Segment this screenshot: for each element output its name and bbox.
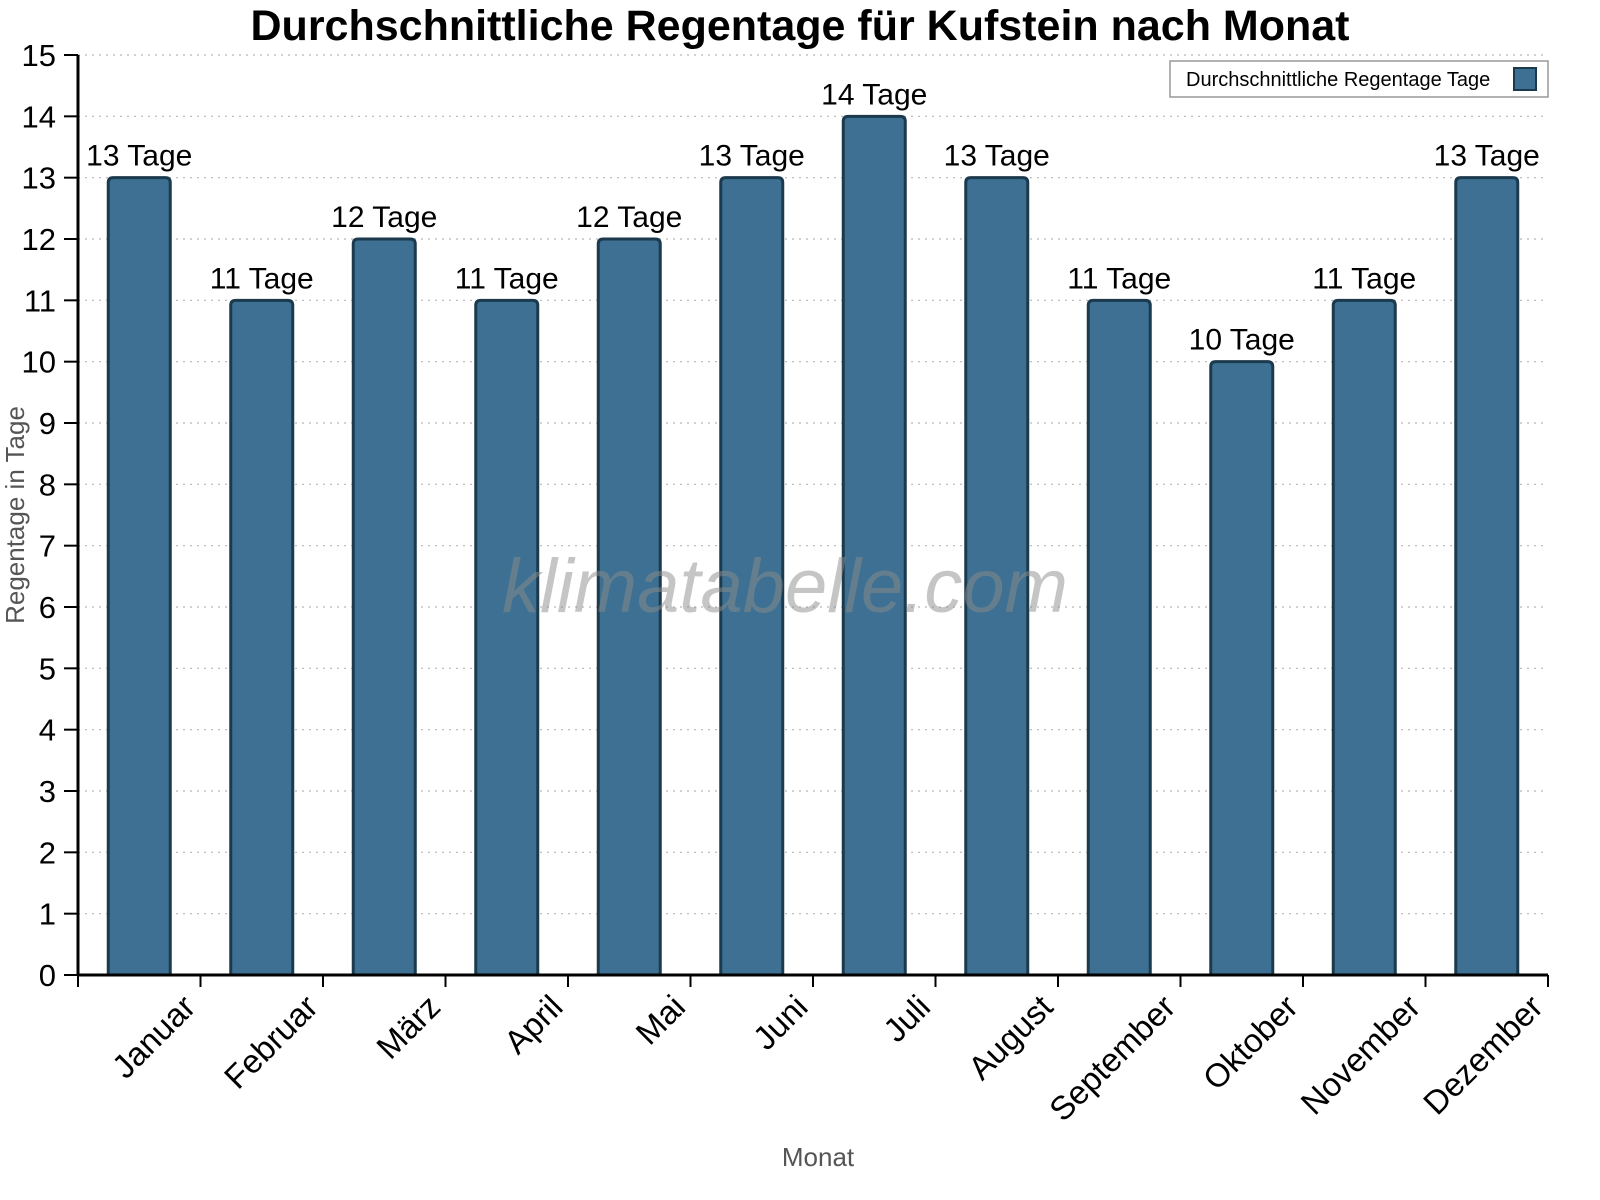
y-tick-label: 14 [22, 99, 56, 134]
bar-value-label: 13 Tage [1434, 140, 1540, 173]
x-tick-label: Juni [746, 988, 815, 1057]
bar-value-label: 14 Tage [821, 78, 927, 111]
x-tick-label: Mai [628, 988, 692, 1052]
y-axis-title: Regentage in Tage [0, 406, 30, 624]
x-axis-title: Monat [782, 1142, 855, 1172]
y-tick-label: 2 [39, 835, 56, 870]
y-tick-label: 11 [24, 283, 56, 318]
x-tick-label: September [1042, 988, 1182, 1128]
legend-swatch [1513, 67, 1537, 91]
watermark: klimatabelle.com [502, 544, 1068, 629]
bar-juni [719, 176, 785, 977]
bar-dezember [1454, 176, 1520, 977]
bar-april [474, 298, 540, 977]
y-tick-label: 8 [39, 467, 56, 502]
bar-value-label: 11 Tage [1067, 262, 1171, 295]
x-tick-label: April [497, 988, 570, 1061]
bar-september [1086, 298, 1152, 977]
y-tick-label: 5 [39, 651, 56, 686]
bar-value-label: 13 Tage [944, 140, 1050, 173]
x-tick-label: Oktober [1196, 988, 1305, 1097]
x-tick-label: Februar [217, 988, 325, 1096]
bar-mai [596, 237, 662, 977]
bar-value-label: 11 Tage [1312, 262, 1416, 295]
bar-november [1331, 298, 1397, 977]
y-tick-label: 12 [22, 222, 56, 257]
y-tick-label: 0 [39, 958, 56, 993]
legend-box [1169, 60, 1549, 98]
x-tick-label: März [369, 988, 447, 1066]
bar-februar [229, 298, 295, 977]
y-tick-label: 10 [22, 345, 56, 380]
bar-märz [351, 237, 417, 977]
bar-value-label: 13 Tage [86, 140, 192, 173]
x-tick-label: November [1293, 988, 1427, 1122]
x-tick-label: August [961, 988, 1060, 1087]
x-tick-label: Juli [876, 988, 937, 1049]
y-tick-label: 9 [39, 406, 56, 441]
y-tick-label: 3 [39, 774, 56, 809]
bar-januar [106, 176, 172, 977]
y-tick-label: 13 [22, 161, 56, 196]
y-tick-label: 1 [39, 897, 56, 932]
bar-value-label: 10 Tage [1189, 324, 1295, 357]
legend: Durchschnittliche Regentage Tage [1169, 60, 1549, 98]
y-tick-label: 4 [39, 713, 56, 748]
y-tick-label: 7 [39, 529, 56, 564]
bar-oktober [1209, 360, 1275, 977]
bar-value-label: 12 Tage [331, 201, 437, 234]
x-tick-label: Januar [105, 988, 203, 1086]
bar-value-label: 13 Tage [699, 140, 805, 173]
gridlines [78, 54, 1548, 915]
x-tick-label: Dezember [1416, 988, 1550, 1122]
bar-value-label: 11 Tage [455, 262, 559, 295]
y-tick-label: 6 [39, 590, 56, 625]
bar-august [964, 176, 1030, 977]
y-tick-label: 15 [22, 38, 56, 73]
bar-value-label: 11 Tage [210, 262, 314, 295]
legend-label: Durchschnittliche Regentage Tage [1186, 69, 1490, 91]
bars [106, 114, 1520, 977]
chart-title: Durchschnittliche Regentage für Kufstein… [251, 2, 1350, 50]
bar-value-label: 12 Tage [576, 201, 682, 234]
bar-juli [841, 114, 907, 977]
